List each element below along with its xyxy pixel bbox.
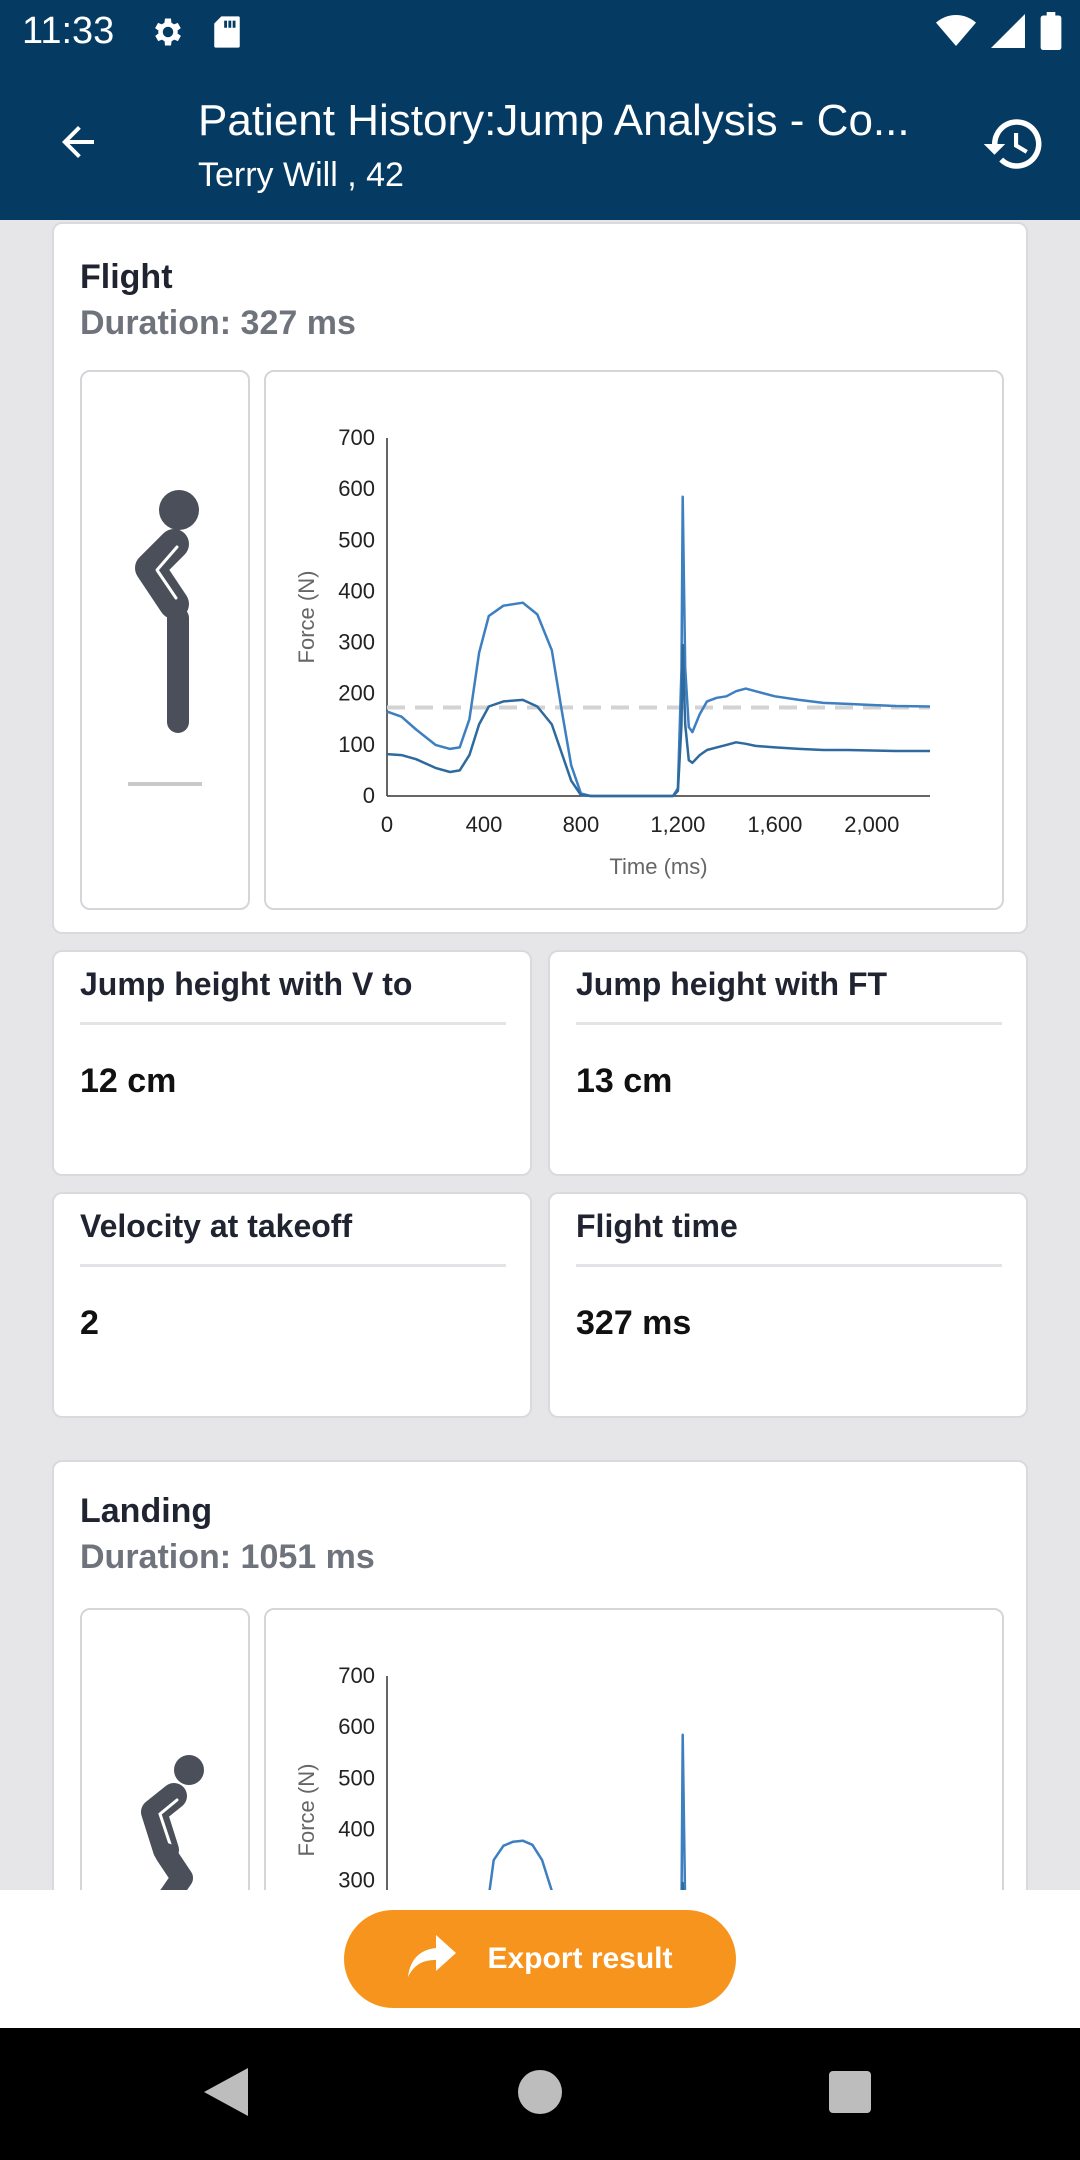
x-tick-label: 0 — [381, 812, 393, 837]
y-tick-label: 400 — [338, 578, 375, 603]
landing-pose-icon — [141, 1755, 204, 1890]
sd-card-icon — [212, 15, 242, 54]
y-tick-label: 100 — [338, 732, 375, 757]
nav-recents-button[interactable] — [818, 2062, 882, 2126]
y-tick-label: 400 — [338, 1816, 375, 1841]
back-button[interactable] — [48, 114, 108, 174]
flight-phase-card: Flight Duration: 327 ms 0 100 200 300 400 500… — [52, 222, 1028, 934]
landing-force-chart: 300 400 500 600 700 Force (N) — [264, 1608, 1004, 1890]
y-axis-title: Force (N) — [294, 571, 319, 664]
x-tick-label: 2,000 — [844, 812, 899, 837]
history-button[interactable] — [978, 110, 1050, 182]
battery-icon — [1040, 12, 1062, 55]
metric-card-flight-time: Flight time 327 ms — [548, 1192, 1028, 1418]
export-result-label: Export result — [487, 1942, 673, 1975]
page-title: Patient History:Jump Analysis - Co... — [198, 96, 910, 145]
status-bar: 11:33 — [0, 0, 1080, 66]
divider — [576, 1022, 1002, 1025]
x-tick-label: 400 — [466, 812, 503, 837]
y-tick-label: 300 — [338, 630, 375, 655]
y-tick-label: 600 — [338, 476, 375, 501]
flight-force-chart: 0 100 200 300 400 500 600 700 0 400 800 1,200 1,600 2… — [264, 370, 1004, 910]
metric-value: 2 — [80, 1304, 99, 1342]
metric-label: Jump height with FT — [576, 966, 888, 1002]
landing-title: Landing — [80, 1492, 213, 1530]
landing-phase-card: Landing Duration: 1051 ms 300 400 500 600 70… — [52, 1460, 1028, 1890]
app-bar: Patient History:Jump Analysis - Co... Te… — [0, 66, 1080, 220]
series-line — [386, 643, 930, 798]
landing-pose-figure — [80, 1608, 250, 1890]
nav-back-button[interactable] — [194, 2062, 258, 2126]
metric-label: Velocity at takeoff — [80, 1208, 353, 1244]
flight-pose-figure — [80, 370, 250, 910]
status-time: 11:33 — [22, 10, 115, 52]
x-tick-label: 1,600 — [747, 812, 802, 837]
y-tick-label: 300 — [338, 1868, 375, 1890]
history-icon — [981, 111, 1047, 182]
y-tick-label: 700 — [338, 425, 375, 450]
landing-force-chart-svg: 300 400 500 600 700 Force (N) — [294, 1663, 687, 1890]
divider — [80, 1022, 506, 1025]
content-scroll-area[interactable]: Flight Duration: 327 ms 0 100 200 300 400 500… — [14, 220, 1066, 1890]
divider — [80, 1264, 506, 1267]
metric-card-jump-height-ft: Jump height with FT 13 cm — [548, 950, 1028, 1176]
flight-pose-icon — [128, 490, 202, 786]
metric-label: Flight time — [576, 1208, 738, 1244]
x-axis-title: Time (ms) — [609, 854, 707, 879]
y-axis-title: Force (N) — [294, 1764, 319, 1857]
metric-label: Jump height with V to — [80, 966, 413, 1002]
y-tick-label: 600 — [338, 1714, 375, 1739]
x-tick-label: 1,200 — [650, 812, 705, 837]
metric-card-jump-height-v: Jump height with V to 12 cm — [52, 950, 532, 1176]
system-nav-bar — [0, 2028, 1080, 2160]
divider — [576, 1264, 1002, 1267]
flight-duration: Duration: 327 ms — [80, 304, 356, 342]
metric-value: 13 cm — [576, 1062, 673, 1100]
y-tick-label: 0 — [363, 783, 375, 808]
square-recents-icon — [829, 2070, 871, 2118]
nav-home-button[interactable] — [508, 2062, 572, 2126]
arrow-left-icon — [54, 118, 102, 171]
flight-force-chart-svg: 0 100 200 300 400 500 600 700 0 400 800 1,200 1,600 2… — [294, 425, 931, 879]
series-line — [488, 1733, 687, 1890]
metric-card-velocity-takeoff: Velocity at takeoff 2 — [52, 1192, 532, 1418]
landing-duration: Duration: 1051 ms — [80, 1538, 375, 1576]
cell-signal-icon — [990, 14, 1026, 53]
y-tick-label: 200 — [338, 681, 375, 706]
triangle-back-icon — [204, 2067, 248, 2121]
flight-title: Flight — [80, 258, 173, 296]
y-tick-label: 500 — [338, 527, 375, 552]
export-result-button[interactable]: Export result — [344, 1910, 736, 2008]
export-footer: Export result — [0, 1890, 1080, 2028]
wifi-icon — [936, 14, 976, 53]
y-tick-label: 500 — [338, 1765, 375, 1790]
patient-subtitle: Terry Will , 42 — [198, 156, 404, 194]
metric-value: 12 cm — [80, 1062, 177, 1100]
settings-icon — [150, 14, 186, 55]
y-tick-label: 700 — [338, 1663, 375, 1688]
metric-value: 327 ms — [576, 1304, 692, 1342]
share-arrow-icon — [407, 1934, 457, 1984]
circle-home-icon — [518, 2069, 562, 2119]
x-tick-label: 800 — [563, 812, 600, 837]
